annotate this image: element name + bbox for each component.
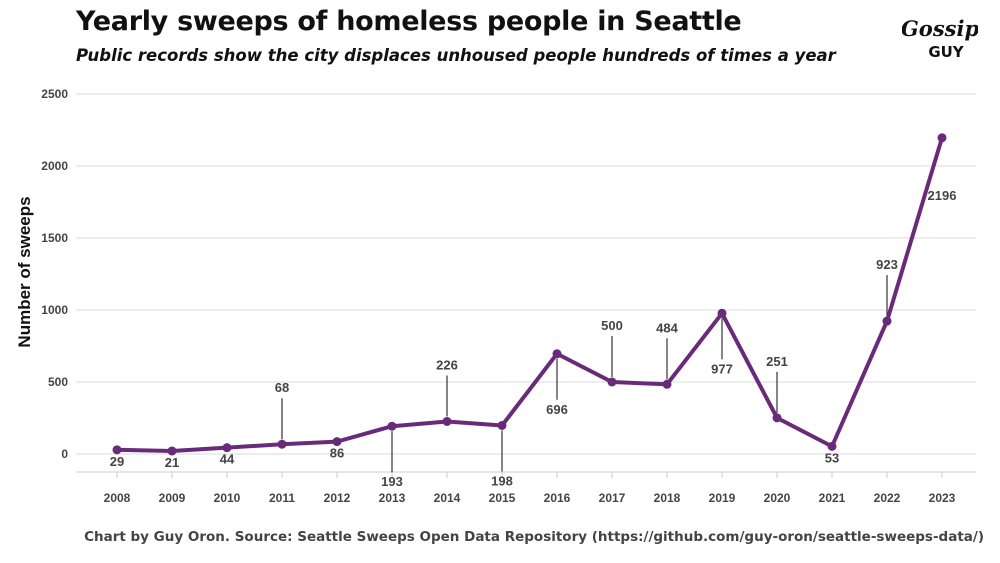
y-tick-labels: 0 500 1000 1500 2000 2500 bbox=[41, 87, 68, 461]
x-tick-label: 2014 bbox=[434, 491, 461, 505]
data-point bbox=[332, 437, 342, 447]
x-tick-label: 2013 bbox=[379, 491, 406, 505]
data-point bbox=[222, 443, 232, 453]
x-tick-label: 2015 bbox=[489, 491, 516, 505]
y-tick-label: 2000 bbox=[41, 159, 68, 173]
logo-text-guy: GUY bbox=[928, 43, 964, 61]
x-tick-label: 2008 bbox=[104, 491, 131, 505]
x-tick-label: 2018 bbox=[654, 491, 681, 505]
data-label: 251 bbox=[766, 354, 788, 369]
data-label: 198 bbox=[491, 473, 513, 488]
data-label: 500 bbox=[601, 318, 623, 333]
source-caption: Chart by Guy Oron. Source: Seattle Sweep… bbox=[84, 529, 984, 545]
y-tick-label: 500 bbox=[48, 375, 68, 389]
label-leaders bbox=[281, 275, 888, 473]
data-point bbox=[607, 377, 617, 387]
y-tick-label: 1000 bbox=[41, 303, 68, 317]
grid-lines bbox=[76, 93, 976, 473]
data-label: 86 bbox=[330, 446, 344, 461]
x-tick-label: 2022 bbox=[874, 491, 901, 505]
data-point bbox=[497, 420, 507, 430]
x-tick-labels: 2008 2009 2010 2011 2012 2013 2014 2015 2016 2017… bbox=[104, 472, 956, 505]
gossip-guy-logo: Gossip GUY bbox=[902, 16, 978, 61]
x-tick-label: 2010 bbox=[214, 491, 241, 505]
data-point bbox=[662, 379, 672, 389]
data-label: 923 bbox=[876, 257, 898, 272]
x-tick-label: 2021 bbox=[819, 491, 846, 505]
data-point bbox=[937, 133, 947, 143]
x-tick-label: 2019 bbox=[709, 491, 736, 505]
chart-title: Yearly sweeps of homeless people in Seat… bbox=[76, 6, 742, 37]
data-point bbox=[772, 413, 782, 423]
x-tick-label: 2012 bbox=[324, 491, 351, 505]
data-label: 193 bbox=[381, 474, 403, 489]
y-tick-label: 1500 bbox=[41, 231, 68, 245]
data-label: 21 bbox=[165, 455, 179, 470]
logo-text-gossip: Gossip bbox=[902, 16, 978, 41]
series-line-layer bbox=[115, 135, 944, 453]
data-label: 2196 bbox=[928, 188, 957, 203]
data-point bbox=[277, 439, 287, 449]
x-tick-label: 2009 bbox=[159, 491, 186, 505]
data-label: 53 bbox=[825, 450, 839, 465]
x-tick-label: 2017 bbox=[599, 491, 626, 505]
data-label: 484 bbox=[656, 320, 678, 335]
y-tick-label: 2500 bbox=[41, 87, 68, 101]
data-label: 29 bbox=[110, 454, 124, 469]
data-label: 977 bbox=[711, 361, 733, 376]
data-point bbox=[717, 308, 727, 318]
data-point bbox=[442, 416, 452, 426]
x-tick-label: 2020 bbox=[764, 491, 791, 505]
chart-subtitle: Public records show the city displaces u… bbox=[76, 46, 836, 65]
data-point bbox=[112, 445, 122, 455]
data-point bbox=[387, 421, 397, 431]
x-tick-label: 2023 bbox=[929, 491, 956, 505]
data-labels: 29 21 44 68 86 193 226 198 696 500 484 977 251 53 923 2… bbox=[110, 188, 957, 489]
series-line bbox=[115, 135, 944, 453]
y-axis-label: Number of sweeps bbox=[15, 196, 34, 347]
data-label: 44 bbox=[220, 452, 235, 467]
data-label: 226 bbox=[436, 357, 458, 372]
y-tick-label: 0 bbox=[61, 447, 68, 461]
data-label: 68 bbox=[275, 380, 289, 395]
data-point bbox=[827, 441, 837, 451]
x-tick-label: 2011 bbox=[269, 491, 295, 505]
data-point bbox=[882, 316, 892, 326]
x-tick-label: 2016 bbox=[544, 491, 571, 505]
data-point bbox=[552, 349, 562, 359]
data-points bbox=[112, 133, 947, 456]
data-point bbox=[167, 446, 177, 456]
data-label: 696 bbox=[546, 402, 568, 417]
